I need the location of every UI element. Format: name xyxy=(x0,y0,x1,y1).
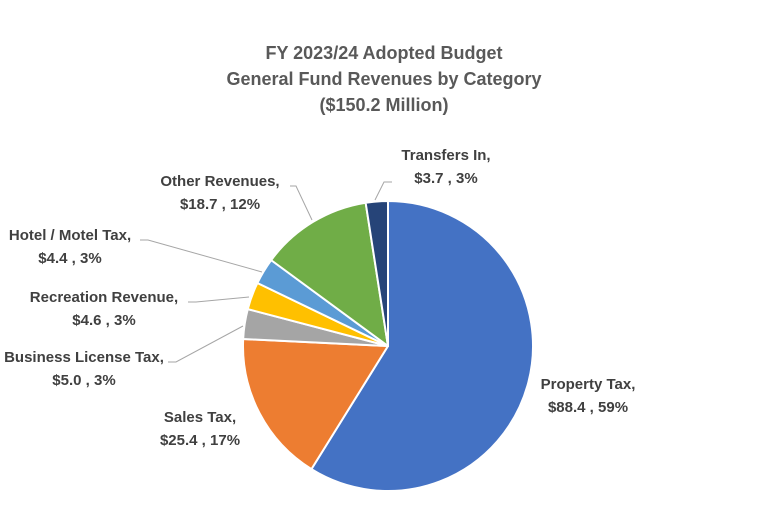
data-label-name-recreation-revenue: Recreation Revenue, xyxy=(30,289,178,306)
leader-line-hotel-motel-tax xyxy=(140,239,263,273)
pie-slice-sales-tax xyxy=(242,338,389,471)
data-label-value-other-revenues: $18.7 , 12% xyxy=(180,196,260,213)
data-label-value-sales-tax: $25.4 , 17% xyxy=(160,432,240,449)
leader-line-recreation-revenue xyxy=(188,296,250,303)
data-label-value-recreation-revenue: $4.6 , 3% xyxy=(72,312,135,329)
data-label-value-hotel-motel-tax: $4.4 , 3% xyxy=(38,250,101,267)
data-label-value-transfers-in: $3.7 , 3% xyxy=(414,170,477,187)
data-label-name-sales-tax: Sales Tax, xyxy=(164,409,236,426)
data-label-name-property-tax: Property Tax, xyxy=(541,376,636,393)
pie-slice-transfers-in xyxy=(364,199,389,347)
data-label-name-other-revenues: Other Revenues, xyxy=(160,173,279,190)
chart-total-label: ($150.2 Million) xyxy=(319,95,449,115)
data-label-value-business-license-tax: $5.0 , 3% xyxy=(52,372,115,389)
data-label-name-hotel-motel-tax: Hotel / Motel Tax, xyxy=(9,227,131,244)
pie-slice-property-tax xyxy=(310,200,534,492)
leader-line-other-revenues xyxy=(290,185,313,221)
data-label-name-transfers-in: Transfers In, xyxy=(401,147,490,164)
pie-slice-other-revenues xyxy=(270,201,389,347)
leader-line-business-license-tax xyxy=(168,325,244,363)
chart-title: FY 2023/24 Adopted Budget xyxy=(265,43,503,63)
data-label-name-business-license-tax: Business License Tax, xyxy=(4,349,164,366)
chart-subtitle: General Fund Revenues by Category xyxy=(226,69,542,89)
leader-line-transfers-in xyxy=(374,181,392,201)
data-label-value-property-tax: $88.4 , 59% xyxy=(548,399,628,416)
